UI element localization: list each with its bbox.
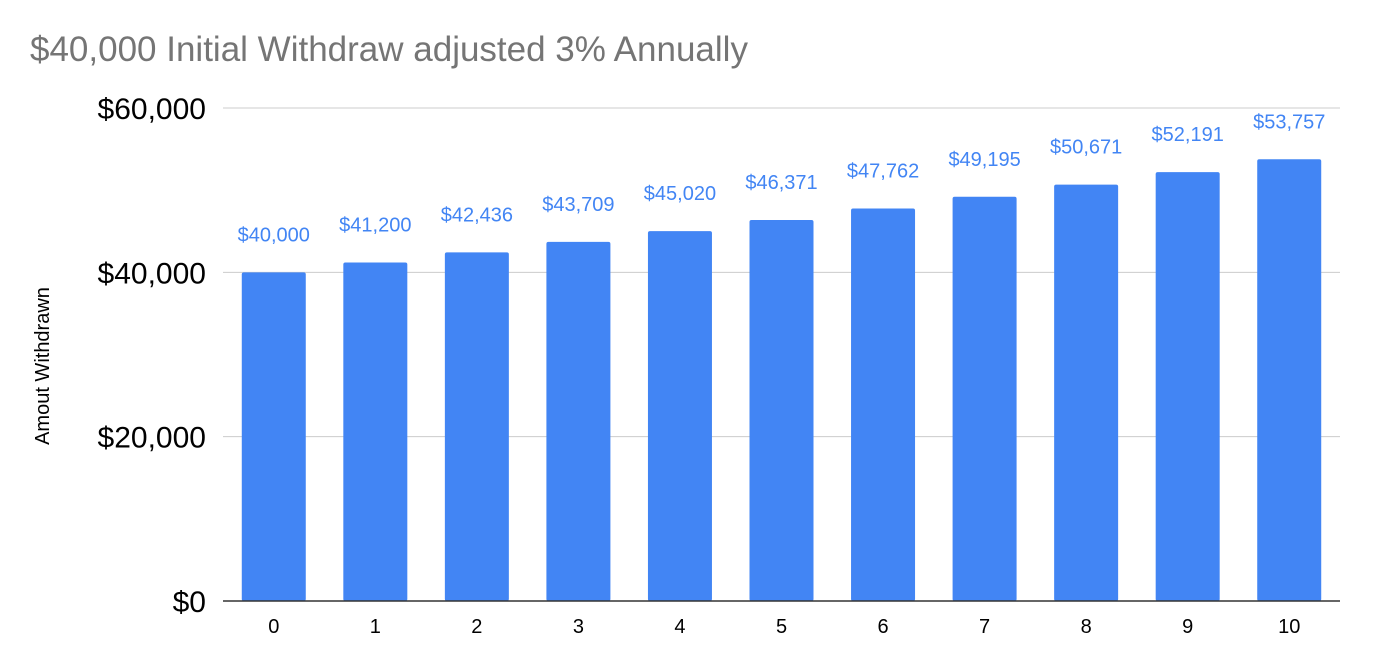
- bar: [647, 231, 712, 601]
- y-tick-label: $0: [173, 586, 206, 619]
- y-tick-label: $20,000: [98, 422, 206, 455]
- chart-title: $40,000 Initial Withdraw adjusted 3% Ann…: [30, 30, 748, 69]
- x-axis-tick-labels: 0 1 2 3 4 5 6 7 8 9 10: [268, 616, 1300, 638]
- bar: [241, 272, 306, 601]
- x-tick-label: 10: [1278, 616, 1300, 638]
- x-tick-label: 9: [1182, 616, 1193, 638]
- data-labels: $40,000 $41,200 $42,436 $43,709 $45,020 $46,3…: [238, 111, 1326, 246]
- data-label: $46,371: [745, 172, 817, 194]
- x-tick-label: 4: [674, 616, 685, 638]
- y-tick-label: $40,000: [98, 257, 206, 290]
- data-label: $40,000: [238, 224, 310, 246]
- bar: [851, 208, 916, 601]
- bar: [1054, 184, 1119, 601]
- data-label: $42,436: [441, 204, 513, 226]
- data-label: $53,757: [1253, 111, 1325, 133]
- data-label: $41,200: [339, 214, 411, 236]
- x-tick-label: 0: [268, 616, 279, 638]
- x-tick-label: 1: [370, 616, 381, 638]
- data-label: $49,195: [948, 149, 1020, 171]
- y-axis-tick-labels: $0 $20,000 $40,000 $60,000: [98, 93, 206, 619]
- bar: [1155, 172, 1220, 602]
- data-label: $45,020: [644, 183, 716, 205]
- x-tick-label: 6: [877, 616, 888, 638]
- x-tick-label: 3: [573, 616, 584, 638]
- x-tick-label: 7: [979, 616, 990, 638]
- y-tick-label: $60,000: [98, 93, 206, 126]
- x-tick-label: 5: [776, 616, 787, 638]
- bar: [546, 241, 611, 601]
- bar: [444, 252, 509, 601]
- bar: [952, 196, 1017, 602]
- data-label: $52,191: [1152, 124, 1224, 146]
- data-label: $43,709: [542, 194, 614, 216]
- bar: [343, 262, 408, 601]
- x-tick-label: 8: [1081, 616, 1092, 638]
- data-label: $50,671: [1050, 137, 1122, 159]
- x-tick-label: 2: [471, 616, 482, 638]
- bars: [241, 159, 1322, 602]
- bar: [749, 219, 814, 601]
- data-label: $47,762: [847, 161, 919, 183]
- bar: [1257, 159, 1322, 602]
- y-axis-label: Amout Withdrawn: [32, 287, 54, 445]
